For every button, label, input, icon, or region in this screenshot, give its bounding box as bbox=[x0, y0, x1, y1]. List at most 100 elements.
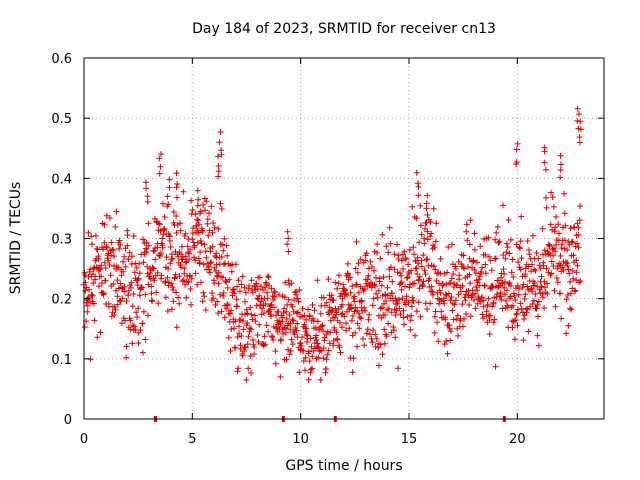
data-point bbox=[311, 307, 318, 314]
data-point bbox=[125, 292, 132, 299]
data-point bbox=[342, 287, 348, 294]
data-point bbox=[353, 238, 360, 245]
data-point bbox=[277, 373, 284, 380]
data-point bbox=[475, 276, 482, 283]
data-point bbox=[168, 280, 175, 287]
data-point bbox=[416, 239, 423, 246]
data-point bbox=[302, 367, 308, 374]
data-point bbox=[309, 353, 316, 360]
data-point bbox=[117, 280, 124, 287]
data-point bbox=[423, 256, 430, 263]
data-point bbox=[577, 203, 583, 210]
data-point bbox=[140, 308, 147, 315]
data-point bbox=[503, 297, 509, 304]
data-point bbox=[429, 288, 436, 295]
data-point bbox=[305, 306, 312, 313]
data-point bbox=[403, 275, 410, 281]
data-point bbox=[525, 263, 532, 270]
data-point bbox=[515, 291, 522, 298]
data-point bbox=[408, 267, 415, 274]
data-point bbox=[478, 269, 485, 275]
data-point bbox=[118, 320, 125, 327]
data-point bbox=[307, 366, 314, 373]
data-point bbox=[447, 279, 454, 286]
data-point bbox=[377, 255, 384, 262]
data-point bbox=[577, 126, 584, 133]
data-point bbox=[224, 301, 231, 308]
data-point bbox=[367, 331, 373, 338]
data-point bbox=[546, 242, 553, 249]
data-point bbox=[142, 291, 149, 298]
data-point bbox=[192, 270, 199, 277]
data-point bbox=[444, 350, 451, 357]
data-point bbox=[247, 304, 254, 311]
data-point bbox=[571, 224, 578, 231]
data-point bbox=[535, 298, 542, 305]
data-point bbox=[502, 255, 509, 262]
x-tick-label: 5 bbox=[188, 432, 196, 447]
data-point bbox=[373, 335, 380, 342]
data-point bbox=[325, 276, 332, 283]
data-point bbox=[137, 327, 144, 333]
data-point bbox=[185, 279, 192, 286]
data-point bbox=[465, 264, 471, 270]
data-point bbox=[348, 317, 355, 324]
data-point bbox=[113, 208, 120, 215]
data-point bbox=[520, 281, 527, 288]
data-point bbox=[543, 265, 550, 272]
data-point bbox=[323, 366, 329, 373]
data-point bbox=[92, 276, 99, 283]
data-point bbox=[490, 284, 496, 291]
data-point bbox=[383, 333, 390, 340]
data-point bbox=[157, 250, 164, 257]
data-point bbox=[124, 242, 131, 249]
data-point bbox=[96, 283, 102, 290]
data-point bbox=[228, 268, 235, 275]
data-point bbox=[230, 287, 236, 293]
data-point bbox=[128, 253, 135, 260]
data-point bbox=[389, 290, 395, 297]
data-point bbox=[156, 221, 163, 228]
data-point bbox=[315, 354, 322, 361]
data-point bbox=[319, 322, 326, 329]
data-point bbox=[264, 273, 271, 280]
data-point bbox=[354, 320, 361, 327]
data-point bbox=[285, 346, 291, 353]
data-point bbox=[538, 283, 544, 290]
data-point bbox=[176, 300, 183, 307]
data-point bbox=[234, 368, 241, 375]
data-point bbox=[332, 279, 339, 286]
data-point bbox=[248, 370, 254, 376]
data-point bbox=[576, 217, 583, 224]
data-point bbox=[509, 324, 516, 331]
data-point bbox=[364, 276, 371, 283]
data-point bbox=[327, 329, 334, 336]
data-point bbox=[512, 297, 519, 304]
data-point bbox=[427, 218, 434, 225]
data-point bbox=[218, 151, 225, 158]
data-point bbox=[89, 292, 96, 299]
data-point bbox=[156, 170, 163, 177]
data-point bbox=[198, 279, 204, 286]
data-point bbox=[152, 256, 159, 263]
data-point bbox=[514, 282, 521, 289]
data-point bbox=[539, 225, 546, 232]
data-point bbox=[493, 229, 500, 236]
data-point bbox=[138, 284, 145, 291]
data-point bbox=[495, 239, 502, 246]
data-point bbox=[145, 242, 152, 249]
data-point bbox=[306, 312, 313, 319]
data-point bbox=[564, 292, 571, 298]
data-point bbox=[111, 312, 118, 318]
data-point bbox=[487, 312, 494, 319]
data-point bbox=[320, 345, 327, 352]
data-point bbox=[283, 315, 290, 322]
data-point bbox=[93, 264, 100, 271]
data-point bbox=[202, 307, 209, 313]
data-point bbox=[507, 282, 514, 289]
data-point bbox=[553, 213, 559, 220]
y-tick-label: 0.1 bbox=[51, 353, 72, 368]
data-point bbox=[173, 184, 180, 191]
data-point bbox=[173, 230, 180, 236]
data-point bbox=[494, 223, 501, 230]
